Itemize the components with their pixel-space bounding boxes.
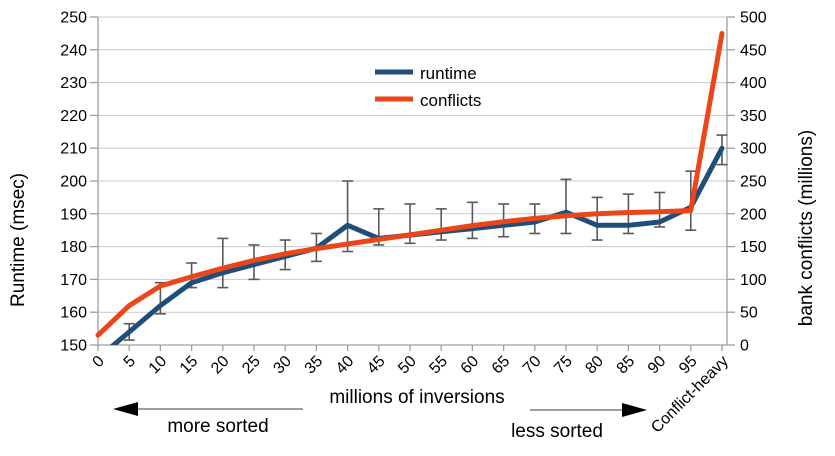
x-tick-label: 75 [551, 353, 576, 378]
x-tick-label: 50 [395, 353, 420, 378]
y-right-tick-label: 250 [740, 174, 767, 191]
x-tick-label: 95 [676, 353, 701, 378]
legend-runtime-label: runtime [420, 64, 477, 83]
series-line-runtime [109, 145, 725, 345]
x-tick-label: 35 [302, 353, 327, 378]
x-tick-label: 10 [146, 353, 171, 378]
y-left-tick-label: 240 [60, 42, 87, 59]
error-bar [560, 178, 572, 235]
y-right-tick-label: 200 [740, 206, 767, 223]
x-tick-label: 80 [582, 353, 607, 378]
y-right-tick-label: 450 [740, 42, 767, 59]
y-left-tick-label: 180 [60, 239, 87, 256]
more-sorted-arrow [113, 402, 303, 416]
x-tick-label: 45 [364, 353, 389, 378]
x-tick-label: 55 [426, 353, 451, 378]
error-bar [435, 208, 447, 241]
x-tick-label: 70 [520, 353, 545, 378]
y-left-tick-label: 200 [60, 174, 87, 191]
x-tick-label: 40 [333, 353, 358, 378]
x-tick-label: 85 [614, 353, 639, 378]
arrow-right-head-icon [622, 403, 647, 417]
x-tick-label: 60 [458, 353, 483, 378]
y-left-tick-label: 230 [60, 75, 87, 92]
less-sorted-arrow [530, 403, 647, 417]
y-right-tick-label: 150 [740, 239, 767, 256]
y-right-tick-label: 50 [740, 305, 758, 322]
legend-conflicts-label: conflicts [420, 91, 481, 110]
error-bar [591, 196, 603, 241]
arrow-left-head-icon [113, 402, 138, 416]
y-right-tick-label: 500 [740, 10, 767, 27]
y-left-tick-label: 220 [60, 108, 87, 125]
y-right-tick-label: 100 [740, 272, 767, 289]
y-right-tick-label: 400 [740, 75, 767, 92]
y-left-tick-label: 170 [60, 272, 87, 289]
y-left-tick-label: 160 [60, 305, 87, 322]
y-right-tick-label: 0 [740, 338, 749, 355]
y-left-tick-label: 150 [60, 338, 87, 355]
y-right-tick-label: 300 [740, 141, 767, 158]
y-left-tick-label: 210 [60, 141, 87, 158]
more-sorted-label: more sorted [167, 416, 268, 437]
less-sorted-label: less sorted [511, 421, 603, 442]
y-axis-title-right: bank conflicts (millions) [796, 130, 817, 326]
error-bar [342, 180, 354, 253]
x-tick-label: 25 [239, 353, 264, 378]
x-tick-label: 90 [645, 353, 670, 378]
x-tick-label: 0 [90, 353, 108, 371]
y-axis-title-left: Runtime (msec) [8, 173, 29, 307]
x-tick-label: 20 [208, 353, 233, 378]
y-right-tick-label: 350 [740, 108, 767, 125]
series-line-conflicts [95, 30, 725, 338]
x-tick-label: 5 [121, 353, 139, 371]
legend: runtime conflicts [375, 64, 481, 110]
x-tick-label: 65 [489, 353, 514, 378]
x-tick-label: 30 [270, 353, 295, 378]
error-bar [217, 237, 229, 289]
y-left-tick-label: 250 [60, 10, 87, 27]
error-bar [466, 201, 478, 240]
x-tick-label: 15 [177, 353, 202, 378]
y-left-tick-label: 190 [60, 206, 87, 223]
x-axis-title: millions of inversions [329, 387, 504, 408]
